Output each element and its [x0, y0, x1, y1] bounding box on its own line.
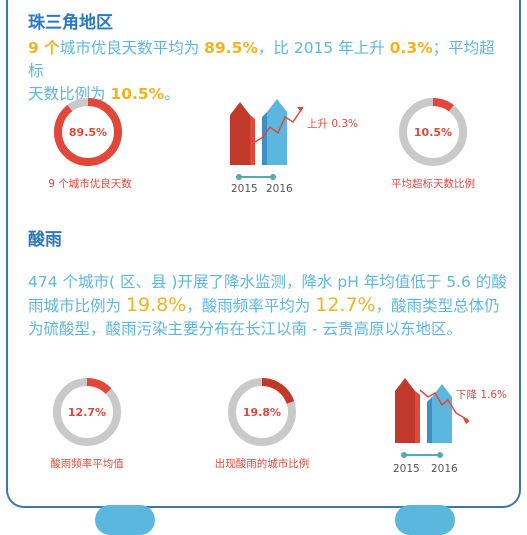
- acid-frequency: 12.7%: [315, 294, 376, 316]
- acid-city-caption: 出现酸雨的城市比例: [214, 458, 310, 470]
- acid-text-b: 雨城市比例为: [28, 297, 126, 315]
- prd-city-count: 9 个: [28, 39, 60, 57]
- acid-frequency-value: 12.7%: [68, 406, 106, 419]
- acid-text-c: ，酸雨频率平均为: [186, 297, 316, 315]
- prd-exceed-caption: 平均超标天数比例: [391, 178, 475, 190]
- acid-text-d: ，酸雨类型总体仍: [375, 297, 500, 315]
- prd-exceed: 10.5%: [110, 85, 165, 103]
- prd-good-days: 89.5%: [204, 39, 258, 57]
- prd-good-days-arc: [54, 98, 122, 166]
- acid-year-2016: 2016: [431, 463, 458, 475]
- acid-city-value: 19.8%: [243, 406, 281, 419]
- content-frame: [6, 0, 521, 508]
- acid-city-ratio: 19.8%: [125, 294, 187, 316]
- prd-rise: 0.3%: [389, 39, 433, 57]
- acid-city-arc: [228, 378, 296, 446]
- prd-text-e: 。: [164, 85, 180, 103]
- prd-good-days-value: 89.5%: [69, 126, 107, 139]
- section-title-prd: 珠三角地区: [28, 13, 113, 33]
- decorative-bottom-shape-left: [95, 505, 155, 535]
- acid-paragraph: 474 个城市( 区、县 )开展了降水监测，降水 pH 年均值低于 5.6 的酸…: [28, 271, 508, 341]
- prd-good-days-caption: 9 个城市优良天数: [48, 178, 132, 190]
- acid-city-donut: 19.8%: [228, 378, 296, 446]
- acid-trend-graphic: [395, 378, 470, 458]
- prd-good-days-donut: 89.5%: [54, 98, 122, 166]
- acid-frequency-donut: 12.7%: [53, 378, 121, 446]
- prd-text-c: ；平均超标: [28, 39, 495, 80]
- prd-exceed-donut: 10.5%: [399, 98, 467, 166]
- acid-frequency-caption: 酸雨频率平均值: [50, 458, 124, 470]
- section-title-acid: 酸雨: [28, 230, 62, 250]
- decorative-bottom-shape-right: [395, 505, 455, 535]
- acid-year-2015: 2015: [393, 463, 420, 475]
- acid-trend-label: 下降 1.6%: [456, 389, 508, 401]
- prd-year-2015: 2015: [231, 183, 258, 195]
- prd-exceed-value: 10.5%: [414, 126, 452, 139]
- prd-trend-graphic: [230, 99, 304, 180]
- acid-frequency-arc: [53, 378, 121, 446]
- acid-text-a: 474 个城市( 区、县 )开展了降水监测，降水 pH 年均值低于 5.6 的酸: [28, 273, 507, 291]
- prd-text-a: 城市优良天数平均为: [59, 39, 205, 57]
- prd-year-2016: 2016: [266, 183, 293, 195]
- prd-paragraph: 9 个城市优良天数平均为 89.5%，比 2015 年上升 0.3%；平均超标天…: [28, 37, 508, 106]
- prd-trend-label: 上升 0.3%: [307, 118, 359, 130]
- prd-exceed-arc: [399, 98, 467, 166]
- prd-text-b: ，比 2015 年上升: [257, 39, 390, 57]
- acid-text-e: 为硫酸型，酸雨污染主要分布在长江以南 - 云贵高原以东地区。: [28, 320, 462, 338]
